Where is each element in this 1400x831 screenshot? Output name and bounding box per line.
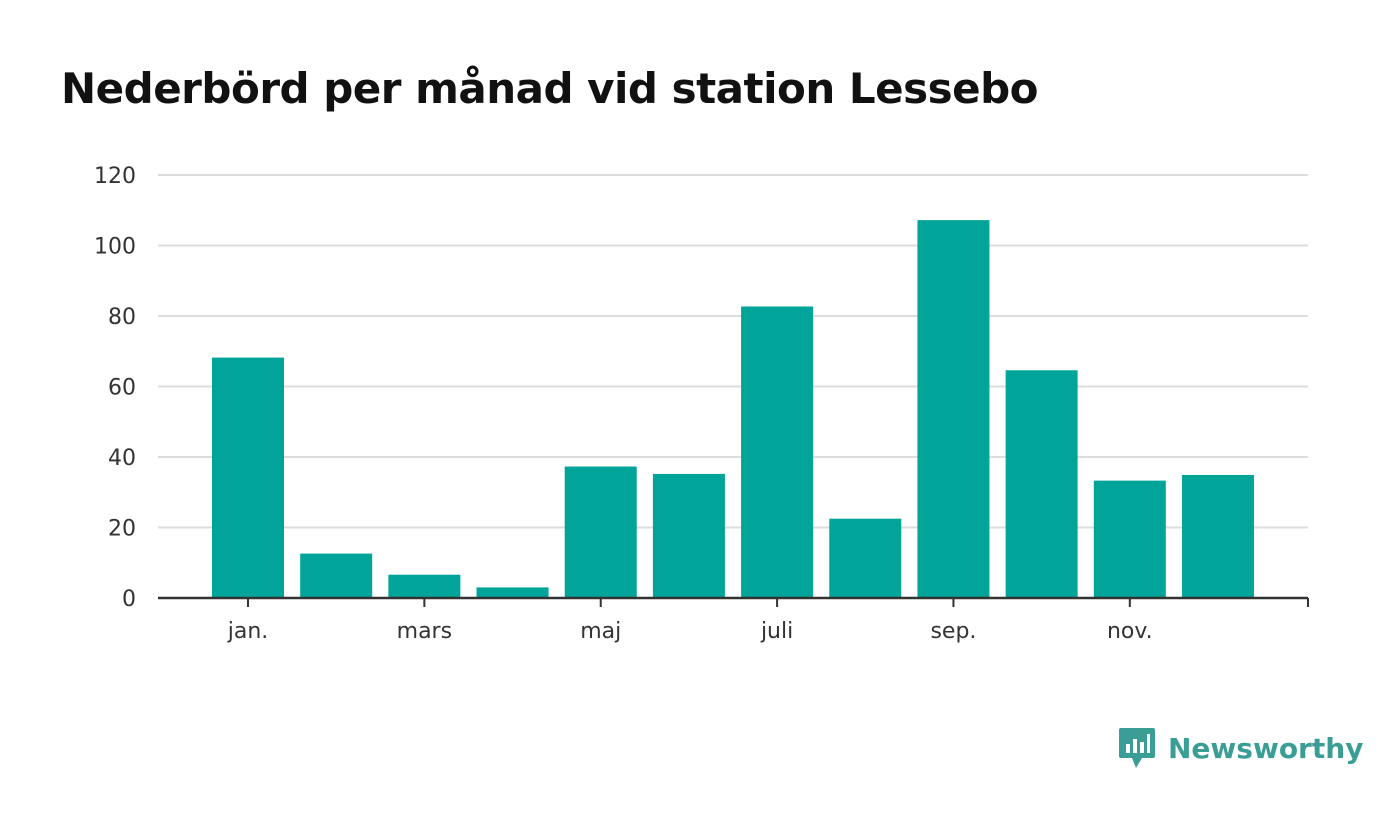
- x-tick-label: juli: [760, 619, 793, 644]
- y-tick-label: 60: [108, 376, 136, 401]
- x-tick-label: jan.: [227, 619, 269, 644]
- y-tick-label: 40: [108, 446, 136, 471]
- x-tick-label: mars: [397, 619, 452, 644]
- x-tick-label: sep.: [930, 619, 976, 644]
- bar-10: [1093, 480, 1166, 598]
- x-axis-ticks: jan. mars maj juli sep. nov.: [227, 598, 1153, 644]
- bar-4: [564, 466, 637, 598]
- bar-7: [829, 518, 902, 598]
- y-tick-label: 80: [108, 305, 136, 330]
- bar-0: [212, 357, 284, 598]
- bar-1: [300, 553, 373, 598]
- newsworthy-logo-icon: [1119, 728, 1155, 768]
- y-tick-label: 120: [94, 164, 136, 189]
- gridlines: [158, 174, 1308, 529]
- x-axis: [158, 596, 1309, 607]
- x-tick-label: nov.: [1107, 619, 1153, 644]
- bar-6: [741, 306, 814, 598]
- y-tick-label: 100: [94, 235, 136, 260]
- y-tick-label: 0: [122, 587, 136, 612]
- x-tick-label: maj: [580, 619, 621, 644]
- y-tick-label: 20: [108, 517, 136, 542]
- bar-8: [917, 220, 990, 598]
- brand-name: Newsworthy: [1168, 731, 1364, 765]
- bars: [212, 220, 1254, 598]
- bar-11: [1182, 474, 1254, 598]
- bar-9: [1005, 370, 1078, 598]
- chart-title: Nederbörd per månad vid station Lessebo: [61, 64, 1039, 113]
- y-axis-ticks: 0 20 40 60 80 100 120: [94, 164, 136, 612]
- bar-3: [476, 587, 549, 598]
- brand-logo: Newsworthy: [1118, 726, 1363, 770]
- bar-2: [388, 574, 461, 598]
- bar-5: [652, 473, 725, 598]
